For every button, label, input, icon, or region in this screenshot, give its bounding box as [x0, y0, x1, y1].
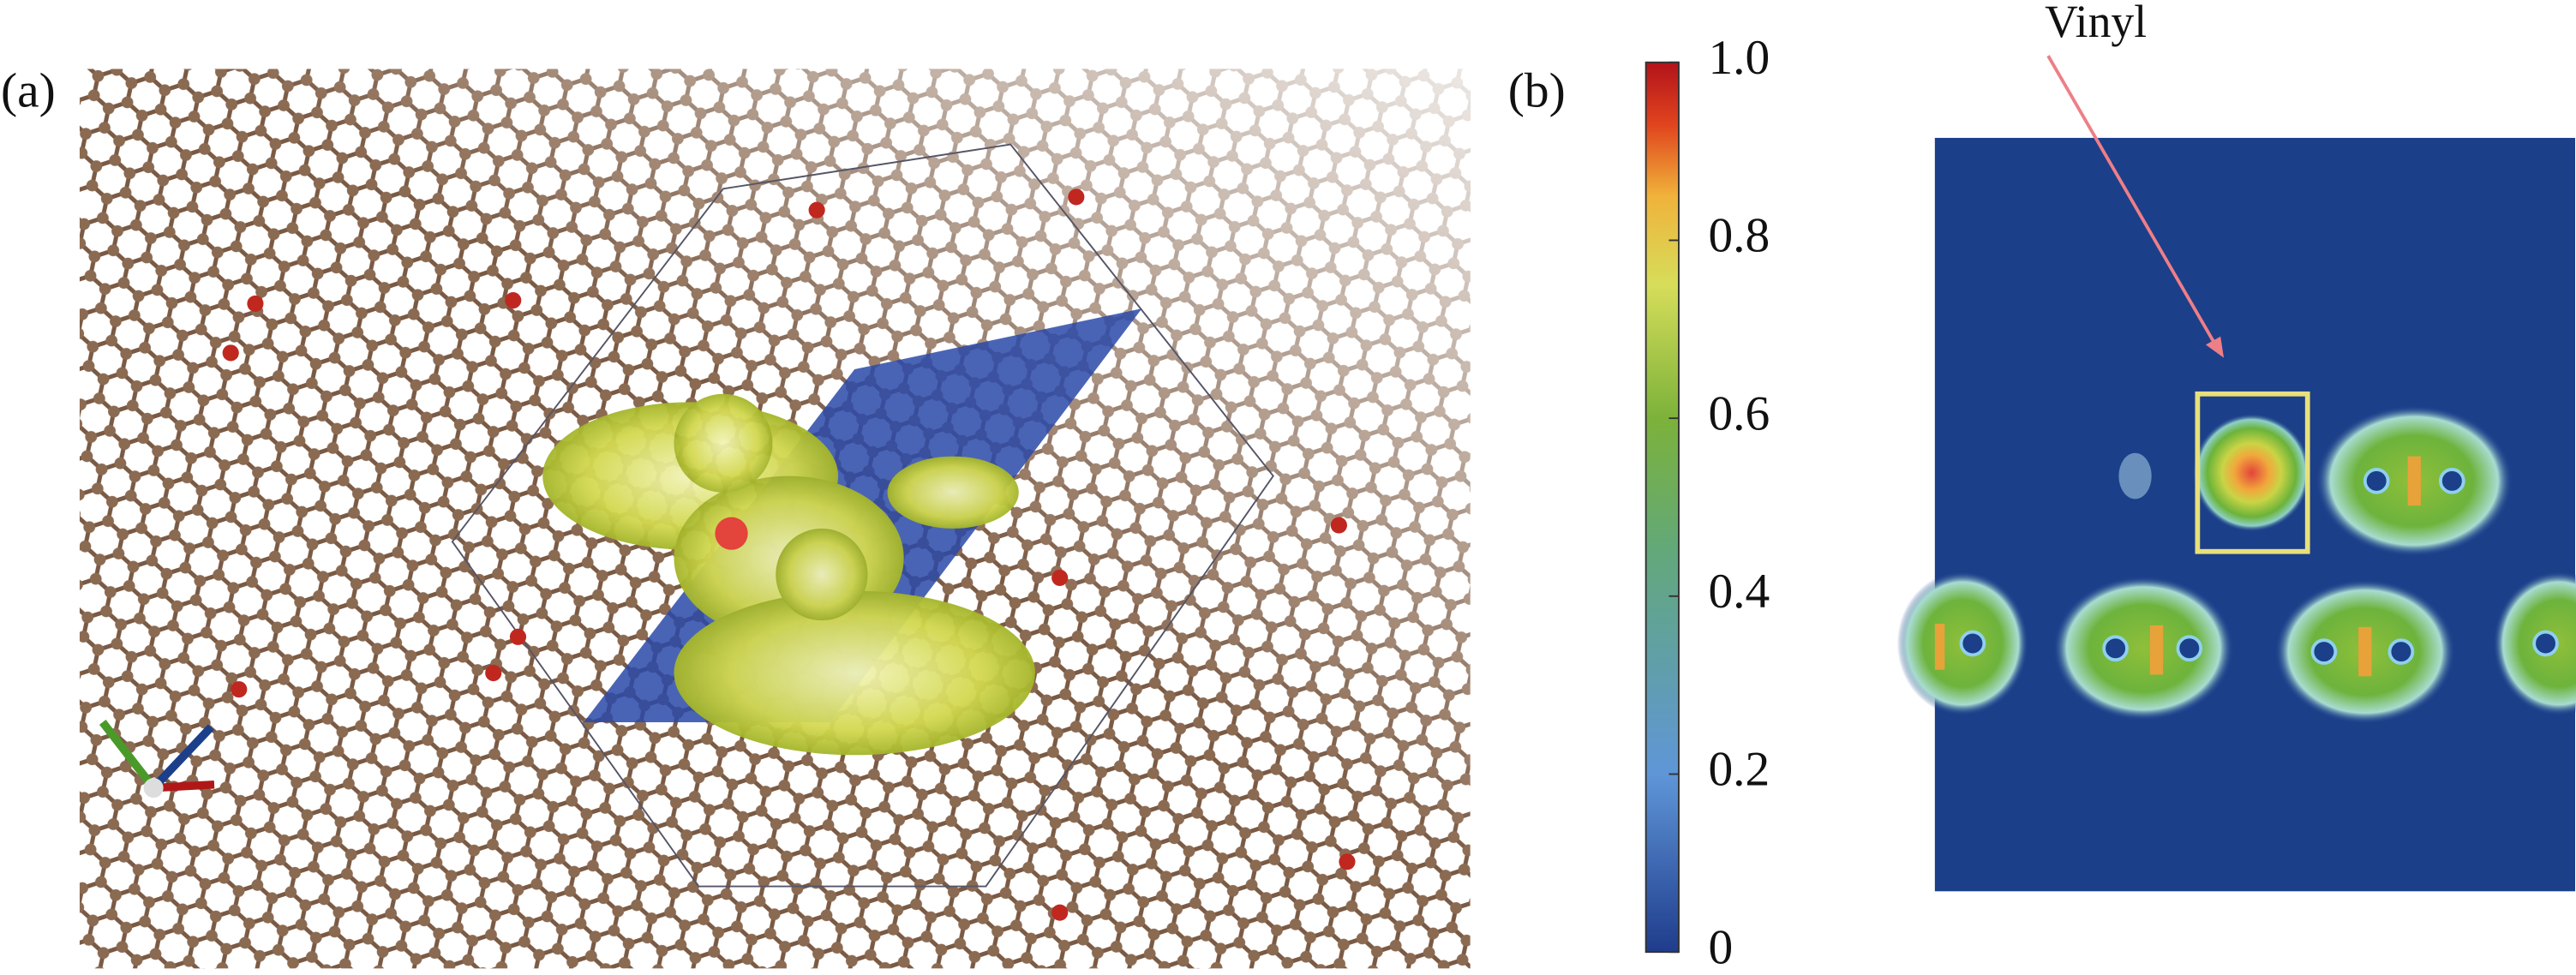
colorbar-tick-label: 0.4: [1708, 565, 1770, 619]
panel-label: (b): [1508, 63, 1566, 117]
panel-label: (a): [1, 63, 56, 117]
panel-b: Vinyl: [1896, 0, 2576, 892]
colorbar: [1644, 61, 1680, 954]
pair-spots: [1896, 405, 2576, 724]
colorbar-tick-label: 0.8: [1708, 209, 1770, 263]
axes-indicator: [99, 720, 215, 799]
panel-a: (a): [1, 63, 1471, 969]
faint-spot: [2118, 452, 2152, 499]
colorbar-tick-label: 0.2: [1708, 743, 1770, 797]
vinyl-box: [2195, 391, 2310, 554]
oxygen-atoms: [222, 188, 1356, 921]
colorbar-tick-label: 0: [1708, 920, 1733, 974]
annotation: Vinyl: [2045, 0, 2147, 47]
hotspot: [715, 517, 748, 550]
colorbar-tick-label: 1.0: [1708, 31, 1770, 85]
arrow-head: [2205, 336, 2225, 358]
isosurface: [542, 393, 1035, 756]
unit-cell: [451, 143, 1274, 888]
colorbar-tick-label: 0.6: [1708, 386, 1770, 440]
arrow: [2046, 55, 2220, 350]
vinyl-spot: [2192, 413, 2311, 532]
